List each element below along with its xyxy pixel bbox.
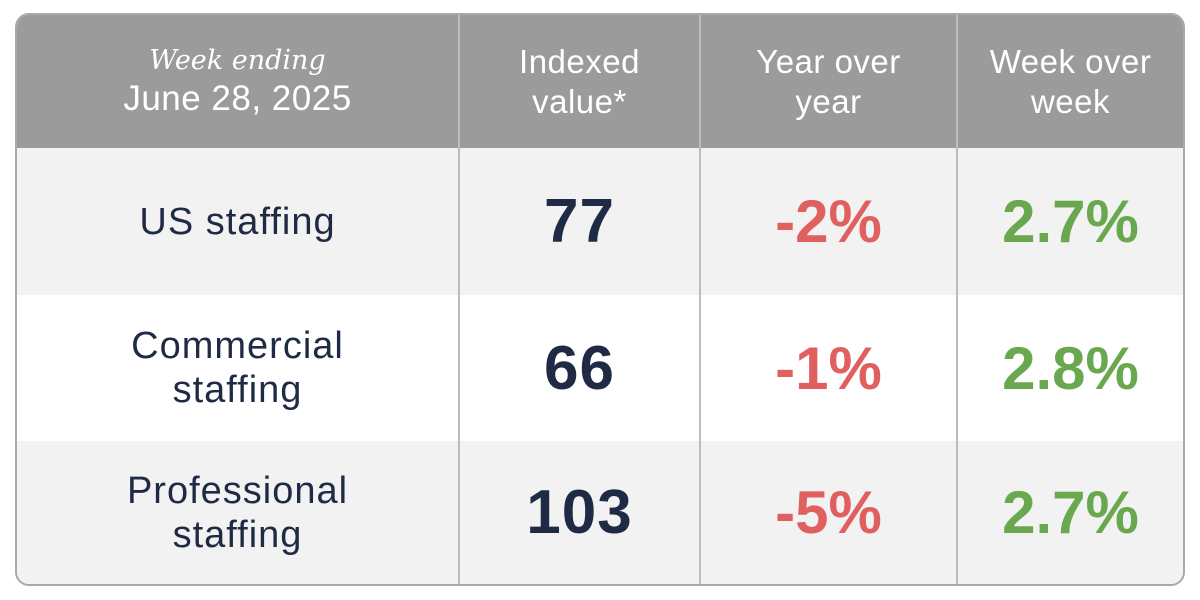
header-week-ending: Week ending June 28, 2025 — [17, 15, 458, 148]
header-week-over-week-line1: Week over — [989, 42, 1152, 80]
week-ending-label: Week ending — [149, 44, 326, 76]
header-week-over-week: Week over week — [956, 15, 1183, 148]
header-year-over-year-line1: Year over — [756, 42, 901, 80]
table-grid: Week ending June 28, 2025 Indexed value*… — [17, 15, 1183, 584]
yoy-us-staffing: -2% — [699, 148, 956, 295]
row-label-us-staffing: US staffing — [17, 148, 458, 295]
row-label-line1: Professional — [126, 469, 349, 512]
indexed-value-professional-staffing: 103 — [458, 441, 699, 584]
indexed-value-commercial-staffing: 66 — [458, 295, 699, 441]
wow-professional-staffing: 2.7% — [956, 441, 1183, 584]
yoy-professional-staffing: -5% — [699, 441, 956, 584]
header-year-over-year-line2: year — [795, 82, 862, 120]
row-label-line1: Commercial — [131, 325, 344, 367]
indexed-value-us-staffing: 77 — [458, 148, 699, 295]
header-year-over-year: Year over year — [699, 15, 956, 148]
wow-us-staffing: 2.7% — [956, 148, 1183, 295]
row-label-line2: staffing — [172, 369, 303, 411]
header-indexed-value-line1: Indexed — [519, 42, 640, 80]
row-label-professional-staffing: Professional staffing — [17, 441, 458, 584]
row-label-commercial-staffing: Commercial staffing — [17, 295, 458, 441]
header-week-over-week-line2: week — [1030, 82, 1111, 120]
row-label-line1: US staffing — [139, 200, 336, 243]
header-indexed-value: Indexed value* — [458, 15, 699, 148]
wow-commercial-staffing: 2.8% — [956, 295, 1183, 441]
staffing-index-table: Week ending June 28, 2025 Indexed value*… — [15, 13, 1185, 586]
yoy-commercial-staffing: -1% — [699, 295, 956, 441]
header-indexed-value-line2: value* — [532, 82, 627, 120]
week-ending-date: June 28, 2025 — [123, 78, 352, 118]
row-label-line2: staffing — [172, 513, 303, 556]
